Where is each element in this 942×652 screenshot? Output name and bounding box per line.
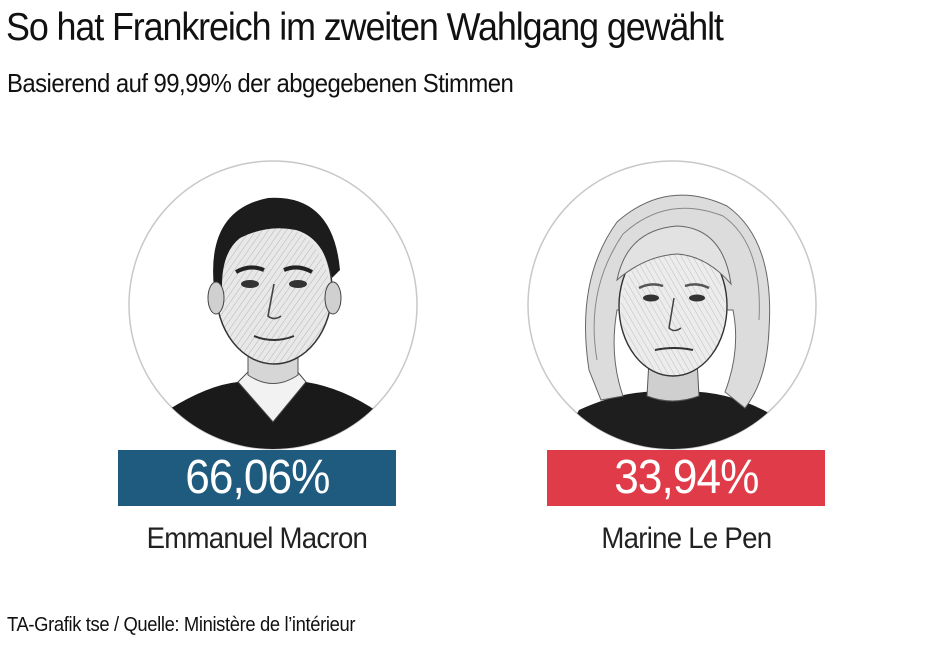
- macron-share-label: 66,06%: [184, 451, 330, 504]
- le-pen-portrait-icon: [527, 160, 817, 450]
- macron-share-bar: 66,06%: [118, 450, 396, 506]
- macron-name: Emmanuel Macron: [146, 522, 368, 555]
- chart-title: So hat Frankreich im zweiten Wahlgang ge…: [6, 6, 724, 49]
- candidate-macron: 66,06% Emmanuel Macron: [118, 160, 418, 580]
- macron-portrait-icon: [128, 160, 418, 450]
- chart-subtitle: Basierend auf 99,99% der abgegebenen Sti…: [7, 68, 514, 98]
- le-pen-name: Marine Le Pen: [601, 522, 772, 555]
- candidate-le-pen: 33,94% Marine Le Pen: [527, 160, 847, 580]
- le-pen-share-bar: 33,94%: [547, 450, 825, 506]
- le-pen-share-label: 33,94%: [613, 451, 759, 504]
- source-note: TA-Grafik tse / Quelle: Ministère de l’i…: [7, 614, 356, 636]
